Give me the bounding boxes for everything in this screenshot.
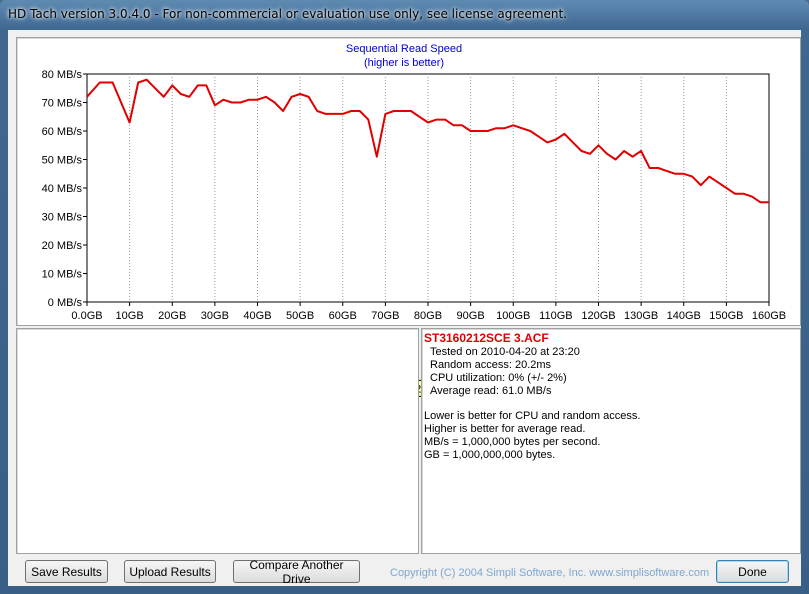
y-tick-label: 0 MB/s — [48, 297, 83, 309]
compare-drive-button[interactable]: Compare Another Drive — [233, 558, 360, 586]
x-tick-label: 30GB — [201, 310, 229, 322]
y-tick-label: 10 MB/s — [42, 269, 83, 281]
x-tick-label: 160GB — [752, 310, 786, 322]
chart-title: Sequential Read Speed — [346, 43, 462, 55]
note-average: Higher is better for average read. — [424, 423, 586, 435]
y-tick-label: 60 MB/s — [42, 126, 83, 138]
x-tick-label: 130GB — [624, 310, 658, 322]
cpu-utilization: CPU utilization: 0% (+/- 2%) — [430, 372, 567, 384]
done-button[interactable]: Done — [716, 560, 789, 583]
y-tick-label: 20 MB/s — [42, 240, 83, 252]
y-tick-label: 50 MB/s — [42, 155, 83, 167]
x-tick-label: 100GB — [496, 310, 530, 322]
note-cpu: Lower is better for CPU and random acces… — [424, 410, 641, 422]
tested-date: Tested on 2010-04-20 at 23:20 — [430, 346, 580, 358]
y-tick-label: 30 MB/s — [42, 212, 83, 224]
x-tick-label: 140GB — [667, 310, 701, 322]
x-tick-label: 150GB — [709, 310, 743, 322]
upload-results-button[interactable]: Upload Results — [124, 560, 216, 583]
x-tick-label: 90GB — [457, 310, 485, 322]
info-panel — [421, 328, 801, 554]
drive-model: ST3160212SCE 3.ACF — [424, 331, 549, 345]
window-title: HD Tach version 3.0.4.0 - For non-commer… — [8, 7, 567, 21]
x-tick-label: 70GB — [371, 310, 399, 322]
x-tick-label: 80GB — [414, 310, 442, 322]
x-tick-label: 40GB — [243, 310, 271, 322]
x-tick-label: 0.0GB — [71, 310, 102, 322]
title-bar[interactable]: HD Tach version 3.0.4.0 - For non-commer… — [0, 0, 809, 30]
y-tick-label: 40 MB/s — [42, 183, 83, 195]
y-tick-label: 70 MB/s — [42, 98, 83, 110]
save-results-button[interactable]: Save Results — [25, 560, 108, 583]
copyright-text: Copyright (C) 2004 Simpli Software, Inc.… — [390, 567, 710, 579]
note-mbs: MB/s = 1,000,000 bytes per second. — [424, 436, 601, 448]
x-tick-label: 120GB — [581, 310, 615, 322]
burst-chart-panel — [16, 328, 419, 554]
chart-subtitle: (higher is better) — [364, 57, 444, 69]
x-tick-label: 50GB — [286, 310, 314, 322]
x-tick-label: 10GB — [116, 310, 144, 322]
random-access: Random access: 20.2ms — [430, 359, 552, 371]
x-tick-label: 20GB — [158, 310, 186, 322]
y-tick-label: 80 MB/s — [42, 69, 83, 81]
note-gb: GB = 1,000,000,000 bytes. — [424, 449, 556, 461]
read-speed-series-line — [86, 78, 769, 204]
x-tick-label: 60GB — [329, 310, 357, 322]
average-read: Average read: 61.0 MB/s — [430, 385, 552, 397]
x-tick-label: 110GB — [539, 310, 572, 322]
